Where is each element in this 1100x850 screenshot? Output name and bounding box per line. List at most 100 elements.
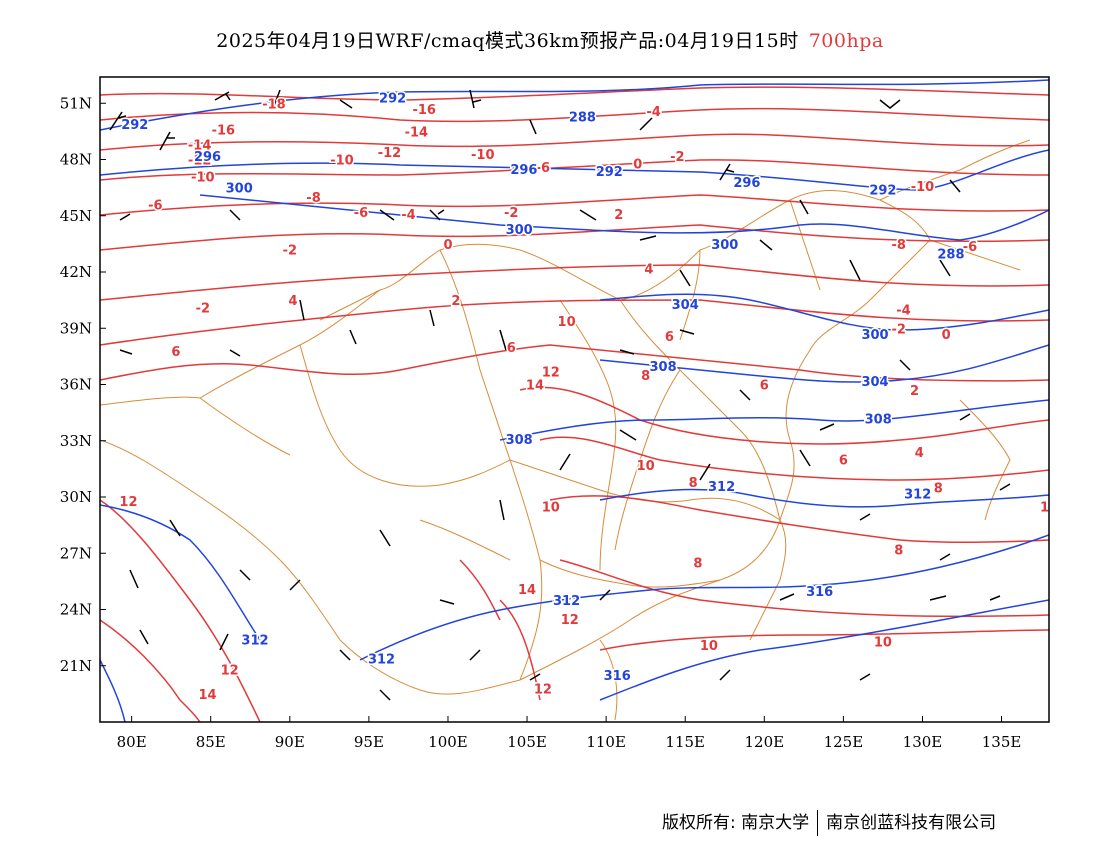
height-label: 304 bbox=[672, 298, 699, 313]
temperature-label: 12 bbox=[542, 365, 560, 380]
temperature-label: 10 bbox=[558, 315, 576, 330]
y-tick-label: 27N bbox=[60, 544, 92, 562]
temperature-label: -14 bbox=[188, 139, 212, 154]
temperature-label: -2 bbox=[892, 322, 906, 337]
height-label: 300 bbox=[226, 182, 253, 197]
temperature-label: -12 bbox=[378, 146, 402, 161]
temperature-label: -4 bbox=[896, 304, 910, 319]
temperature-label: 6 bbox=[839, 454, 848, 469]
wind-barbs bbox=[109, 89, 1011, 701]
height-label: 300 bbox=[861, 328, 888, 343]
y-tick-label: 45N bbox=[60, 207, 92, 225]
temperature-label: -2 bbox=[196, 302, 210, 317]
y-tick-label: 39N bbox=[60, 319, 92, 337]
height-label: 312 bbox=[553, 594, 580, 609]
x-axis: 80E 85E 90E 95E 100E 105E 110E 115E 120E 125E 130E… bbox=[117, 716, 1022, 751]
y-tick-label: 30N bbox=[60, 488, 92, 506]
temperature-labels: -18 -16-16-14-14-12 -12-10 -10-10-10-8-8-6-… bbox=[118, 96, 1049, 705]
temperature-label: 8 bbox=[894, 544, 903, 559]
height-label: 312 bbox=[708, 480, 735, 495]
copyright-right: 南京创蓝科技有限公司 bbox=[826, 813, 997, 833]
temperature-label: 12 bbox=[561, 613, 579, 628]
temperature-label: -2 bbox=[670, 150, 684, 165]
y-tick-label: 33N bbox=[60, 432, 92, 450]
x-tick-label: 80E bbox=[117, 733, 147, 751]
height-label: 292 bbox=[121, 118, 148, 133]
temperature-label: 2 bbox=[614, 208, 623, 223]
border-lines bbox=[100, 139, 1031, 721]
temperature-label: 4 bbox=[644, 262, 653, 277]
pressure-level: 700hpa bbox=[808, 30, 884, 52]
height-label: 288 bbox=[937, 247, 964, 262]
temperature-label: 6 bbox=[171, 345, 180, 360]
temperature-label: 8 bbox=[934, 482, 943, 497]
temperature-label: -4 bbox=[401, 208, 415, 223]
temperature-label: -10 bbox=[471, 148, 495, 163]
temperature-label: -18 bbox=[262, 97, 286, 112]
height-label: 316 bbox=[806, 585, 833, 600]
temperature-label: -10 bbox=[330, 154, 354, 169]
x-tick-label: 95E bbox=[354, 733, 384, 751]
copyright-footer: 版权所有: 南京大学 南京创蓝科技有限公司 bbox=[662, 808, 996, 836]
height-label: 312 bbox=[368, 652, 395, 667]
height-label: 296 bbox=[194, 150, 221, 165]
temperature-label: -6 bbox=[148, 199, 162, 214]
x-tick-label: 135E bbox=[982, 733, 1022, 751]
temperature-label: 12 bbox=[534, 682, 552, 697]
title-main: 2025年04月19日WRF/cmaq模式36km预报产品:04月19日15时 bbox=[216, 30, 799, 52]
height-label: 312 bbox=[241, 634, 268, 649]
copyright-left: 版权所有: 南京大学 bbox=[662, 813, 810, 833]
x-tick-label: 130E bbox=[903, 733, 943, 751]
height-isolines bbox=[100, 79, 1049, 722]
temperature-label: 10 bbox=[637, 459, 655, 474]
temperature-label: 10 bbox=[542, 500, 560, 515]
temperature-label: 8 bbox=[641, 369, 650, 384]
x-tick-label: 85E bbox=[196, 733, 226, 751]
y-tick-label: 42N bbox=[60, 263, 92, 281]
temperature-label: -6 bbox=[536, 161, 550, 176]
temperature-label: -12 bbox=[188, 154, 212, 169]
y-tick-label: 36N bbox=[60, 376, 92, 394]
x-tick-label: 100E bbox=[428, 733, 468, 751]
temperature-label: -14 bbox=[405, 125, 429, 140]
y-tick-label: 21N bbox=[60, 657, 92, 675]
temperature-label: -16 bbox=[412, 103, 436, 118]
height-label: 292 bbox=[379, 92, 406, 107]
temperature-label: 0 bbox=[942, 328, 951, 343]
temperature-label: 12 bbox=[221, 664, 239, 679]
temperature-label: 14 bbox=[199, 688, 217, 703]
temperature-label: 14 bbox=[526, 379, 544, 394]
x-tick-label: 90E bbox=[275, 733, 305, 751]
temperature-label: 14 bbox=[518, 583, 536, 598]
temperature-label: -6 bbox=[963, 240, 977, 255]
temperature-label: 2 bbox=[451, 294, 460, 309]
y-tick-label: 24N bbox=[60, 601, 92, 619]
height-label: 296 bbox=[510, 163, 537, 178]
x-tick-label: 105E bbox=[507, 733, 547, 751]
height-label: 288 bbox=[569, 110, 596, 125]
height-label: 312 bbox=[904, 487, 931, 502]
temperature-label: -8 bbox=[892, 238, 906, 253]
height-label: 308 bbox=[650, 360, 677, 375]
temperature-label: 8 bbox=[693, 557, 702, 572]
height-label: 304 bbox=[861, 375, 888, 390]
temperature-label: -6 bbox=[354, 206, 368, 221]
height-label: 308 bbox=[506, 433, 533, 448]
temperature-label: 6 bbox=[507, 341, 516, 356]
temperature-label: 6 bbox=[665, 330, 674, 345]
y-tick-label: 48N bbox=[60, 151, 92, 169]
height-label: 292 bbox=[596, 165, 623, 180]
footer-separator bbox=[817, 810, 819, 836]
temperature-label: 4 bbox=[915, 446, 924, 461]
temperature-isolines bbox=[100, 86, 1049, 722]
height-label: 300 bbox=[711, 238, 738, 253]
temperature-label: 8 bbox=[689, 476, 698, 491]
x-tick-label: 125E bbox=[824, 733, 864, 751]
height-label: 292 bbox=[869, 184, 896, 199]
temperature-label: -8 bbox=[306, 191, 320, 206]
temperature-label: -2 bbox=[283, 244, 297, 259]
temperature-label: 2 bbox=[910, 384, 919, 399]
y-axis: 21N 24N 27N 30N 33N 36N 39N 42N 45N 48N 51N bbox=[60, 94, 106, 675]
